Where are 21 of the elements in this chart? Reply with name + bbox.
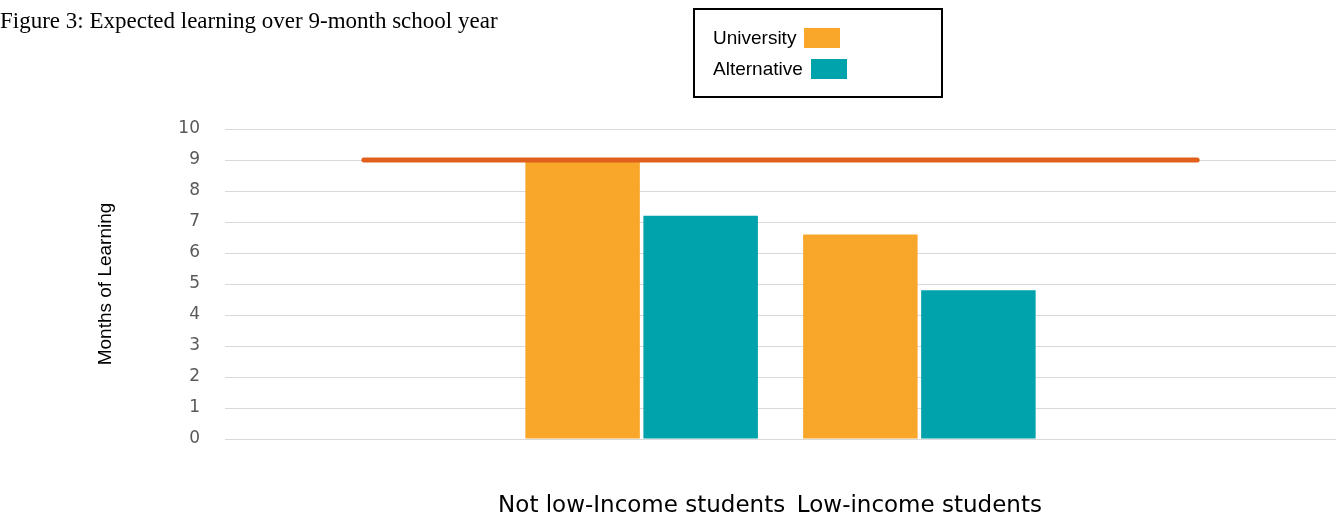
y-tick-label: 1 (189, 396, 200, 417)
bar (921, 290, 1036, 439)
chart-title: Figure 3: Expected learning over 9-month school year (0, 8, 498, 34)
y-tick-label: 3 (189, 334, 200, 355)
bar (525, 160, 640, 439)
bar (803, 234, 918, 439)
y-tick-label: 9 (189, 148, 200, 169)
x-tick-label: Not low-Income students (498, 490, 786, 512)
y-tick-label: 7 (189, 210, 200, 231)
y-tick-label: 2 (189, 365, 200, 386)
legend-label: University (713, 26, 797, 49)
legend-label: Alternative (713, 57, 803, 80)
y-tick-label: 6 (189, 241, 200, 262)
y-tick-label: 4 (189, 303, 200, 324)
y-tick-label: 8 (189, 179, 200, 200)
y-tick-label: 10 (178, 117, 200, 138)
y-tick-label: 5 (189, 272, 200, 293)
x-tick-label: Low-income students (796, 490, 1042, 512)
bar (643, 215, 758, 439)
y-tick-label: 0 (189, 427, 200, 448)
y-axis-title: Months of Learning (93, 202, 115, 366)
